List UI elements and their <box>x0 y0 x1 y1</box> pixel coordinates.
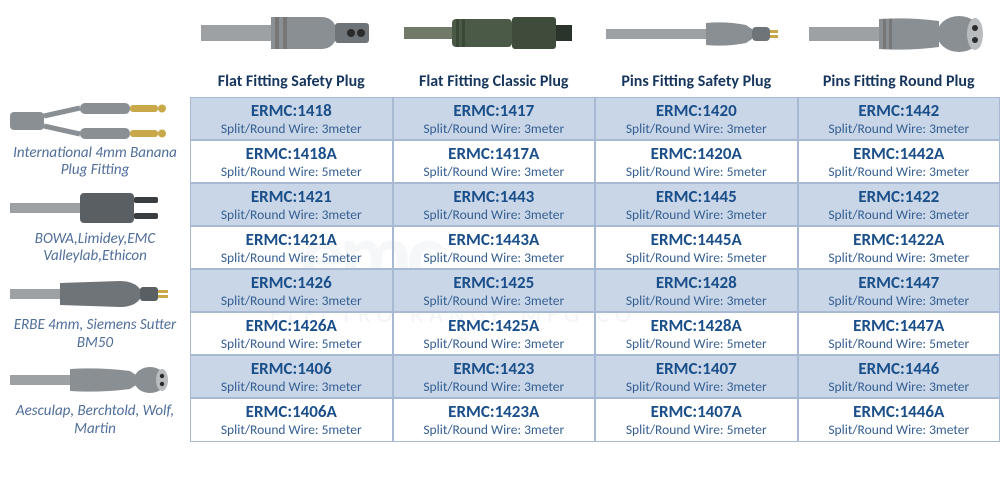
cell-0-3: ERMC:1442Split/Round Wire: 3meter <box>798 97 1000 140</box>
cell-6-3: ERMC:1446Split/Round Wire: 3meter <box>798 355 1000 398</box>
cell-6-1: ERMC:1423Split/Round Wire: 3meter <box>393 355 596 398</box>
cell-3-1: ERMC:1443ASplit/Round Wire: 3meter <box>393 226 596 269</box>
col-image-flat-safety <box>190 0 393 66</box>
corner-blank <box>0 0 190 66</box>
row-header-label-0: International 4mm Banana Plug Fitting <box>4 145 186 180</box>
cell-1-0: ERMC:1418ASplit/Round Wire: 5meter <box>190 140 393 183</box>
cell-7-0: ERMC:1406ASplit/Round Wire: 5meter <box>190 398 393 441</box>
cell-3-3: ERMC:1422ASplit/Round Wire: 3meter <box>798 226 1000 269</box>
cell-4-3: ERMC:1447Split/Round Wire: 3meter <box>798 269 1000 312</box>
col-header-0: Flat Fitting Safety Plug <box>190 66 393 97</box>
col-header-3: Pins Fitting Round Plug <box>798 66 1000 97</box>
cell-5-0: ERMC:1426ASplit/Round Wire: 5meter <box>190 312 393 355</box>
row-header-0: International 4mm Banana Plug Fitting <box>0 97 190 183</box>
cell-4-2: ERMC:1428Split/Round Wire: 3meter <box>595 269 798 312</box>
cell-0-0: ERMC:1418Split/Round Wire: 3meter <box>190 97 393 140</box>
cell-1-2: ERMC:1420ASplit/Round Wire: 5meter <box>595 140 798 183</box>
row-header-label-3: Aesculap, Berchtold, Wolf, Martin <box>4 403 186 438</box>
cell-4-1: ERMC:1425Split/Round Wire: 3meter <box>393 269 596 312</box>
col-header-2: Pins Fitting Safety Plug <box>595 66 798 97</box>
row-header-3: Aesculap, Berchtold, Wolf, Martin <box>0 355 190 441</box>
cell-0-1: ERMC:1417Split/Round Wire: 3meter <box>393 97 596 140</box>
cell-0-2: ERMC:1420Split/Round Wire: 3meter <box>595 97 798 140</box>
cell-1-3: ERMC:1442ASplit/Round Wire: 3meter <box>798 140 1000 183</box>
cell-7-2: ERMC:1407ASplit/Round Wire: 5meter <box>595 398 798 441</box>
cell-2-2: ERMC:1445Split/Round Wire: 3meter <box>595 183 798 226</box>
cell-5-3: ERMC:1447ASplit/Round Wire: 5meter <box>798 312 1000 355</box>
row-header-2: ERBE 4mm, Siemens Sutter BM50 <box>0 269 190 355</box>
cell-7-1: ERMC:1423ASplit/Round Wire: 3meter <box>393 398 596 441</box>
cell-2-1: ERMC:1443Split/Round Wire: 3meter <box>393 183 596 226</box>
row-header-1: BOWA,Limidey,EMC Valleylab,Ethicon <box>0 183 190 269</box>
cell-1-1: ERMC:1417ASplit/Round Wire: 3meter <box>393 140 596 183</box>
col-header-1: Flat Fitting Classic Plug <box>393 66 596 97</box>
row-header-label-1: BOWA,Limidey,EMC Valleylab,Ethicon <box>4 231 186 266</box>
cell-3-2: ERMC:1445ASplit/Round Wire: 5meter <box>595 226 798 269</box>
col-image-pins-safety <box>595 0 798 66</box>
product-table: Flat Fitting Safety Plug Flat Fitting Cl… <box>0 0 1000 442</box>
cell-4-0: ERMC:1426Split/Round Wire: 3meter <box>190 269 393 312</box>
corner-blank-2 <box>0 66 190 97</box>
cell-2-3: ERMC:1422Split/Round Wire: 3meter <box>798 183 1000 226</box>
col-image-flat-classic <box>393 0 596 66</box>
cell-2-0: ERMC:1421Split/Round Wire: 3meter <box>190 183 393 226</box>
cell-6-2: ERMC:1407Split/Round Wire: 3meter <box>595 355 798 398</box>
col-image-pins-round <box>798 0 1000 66</box>
cell-3-0: ERMC:1421ASplit/Round Wire: 5meter <box>190 226 393 269</box>
cell-6-0: ERMC:1406Split/Round Wire: 3meter <box>190 355 393 398</box>
row-header-label-2: ERBE 4mm, Siemens Sutter BM50 <box>4 317 186 352</box>
cell-5-2: ERMC:1428ASplit/Round Wire: 5meter <box>595 312 798 355</box>
cell-5-1: ERMC:1425ASplit/Round Wire: 3meter <box>393 312 596 355</box>
cell-7-3: ERMC:1446ASplit/Round Wire: 3meter <box>798 398 1000 441</box>
